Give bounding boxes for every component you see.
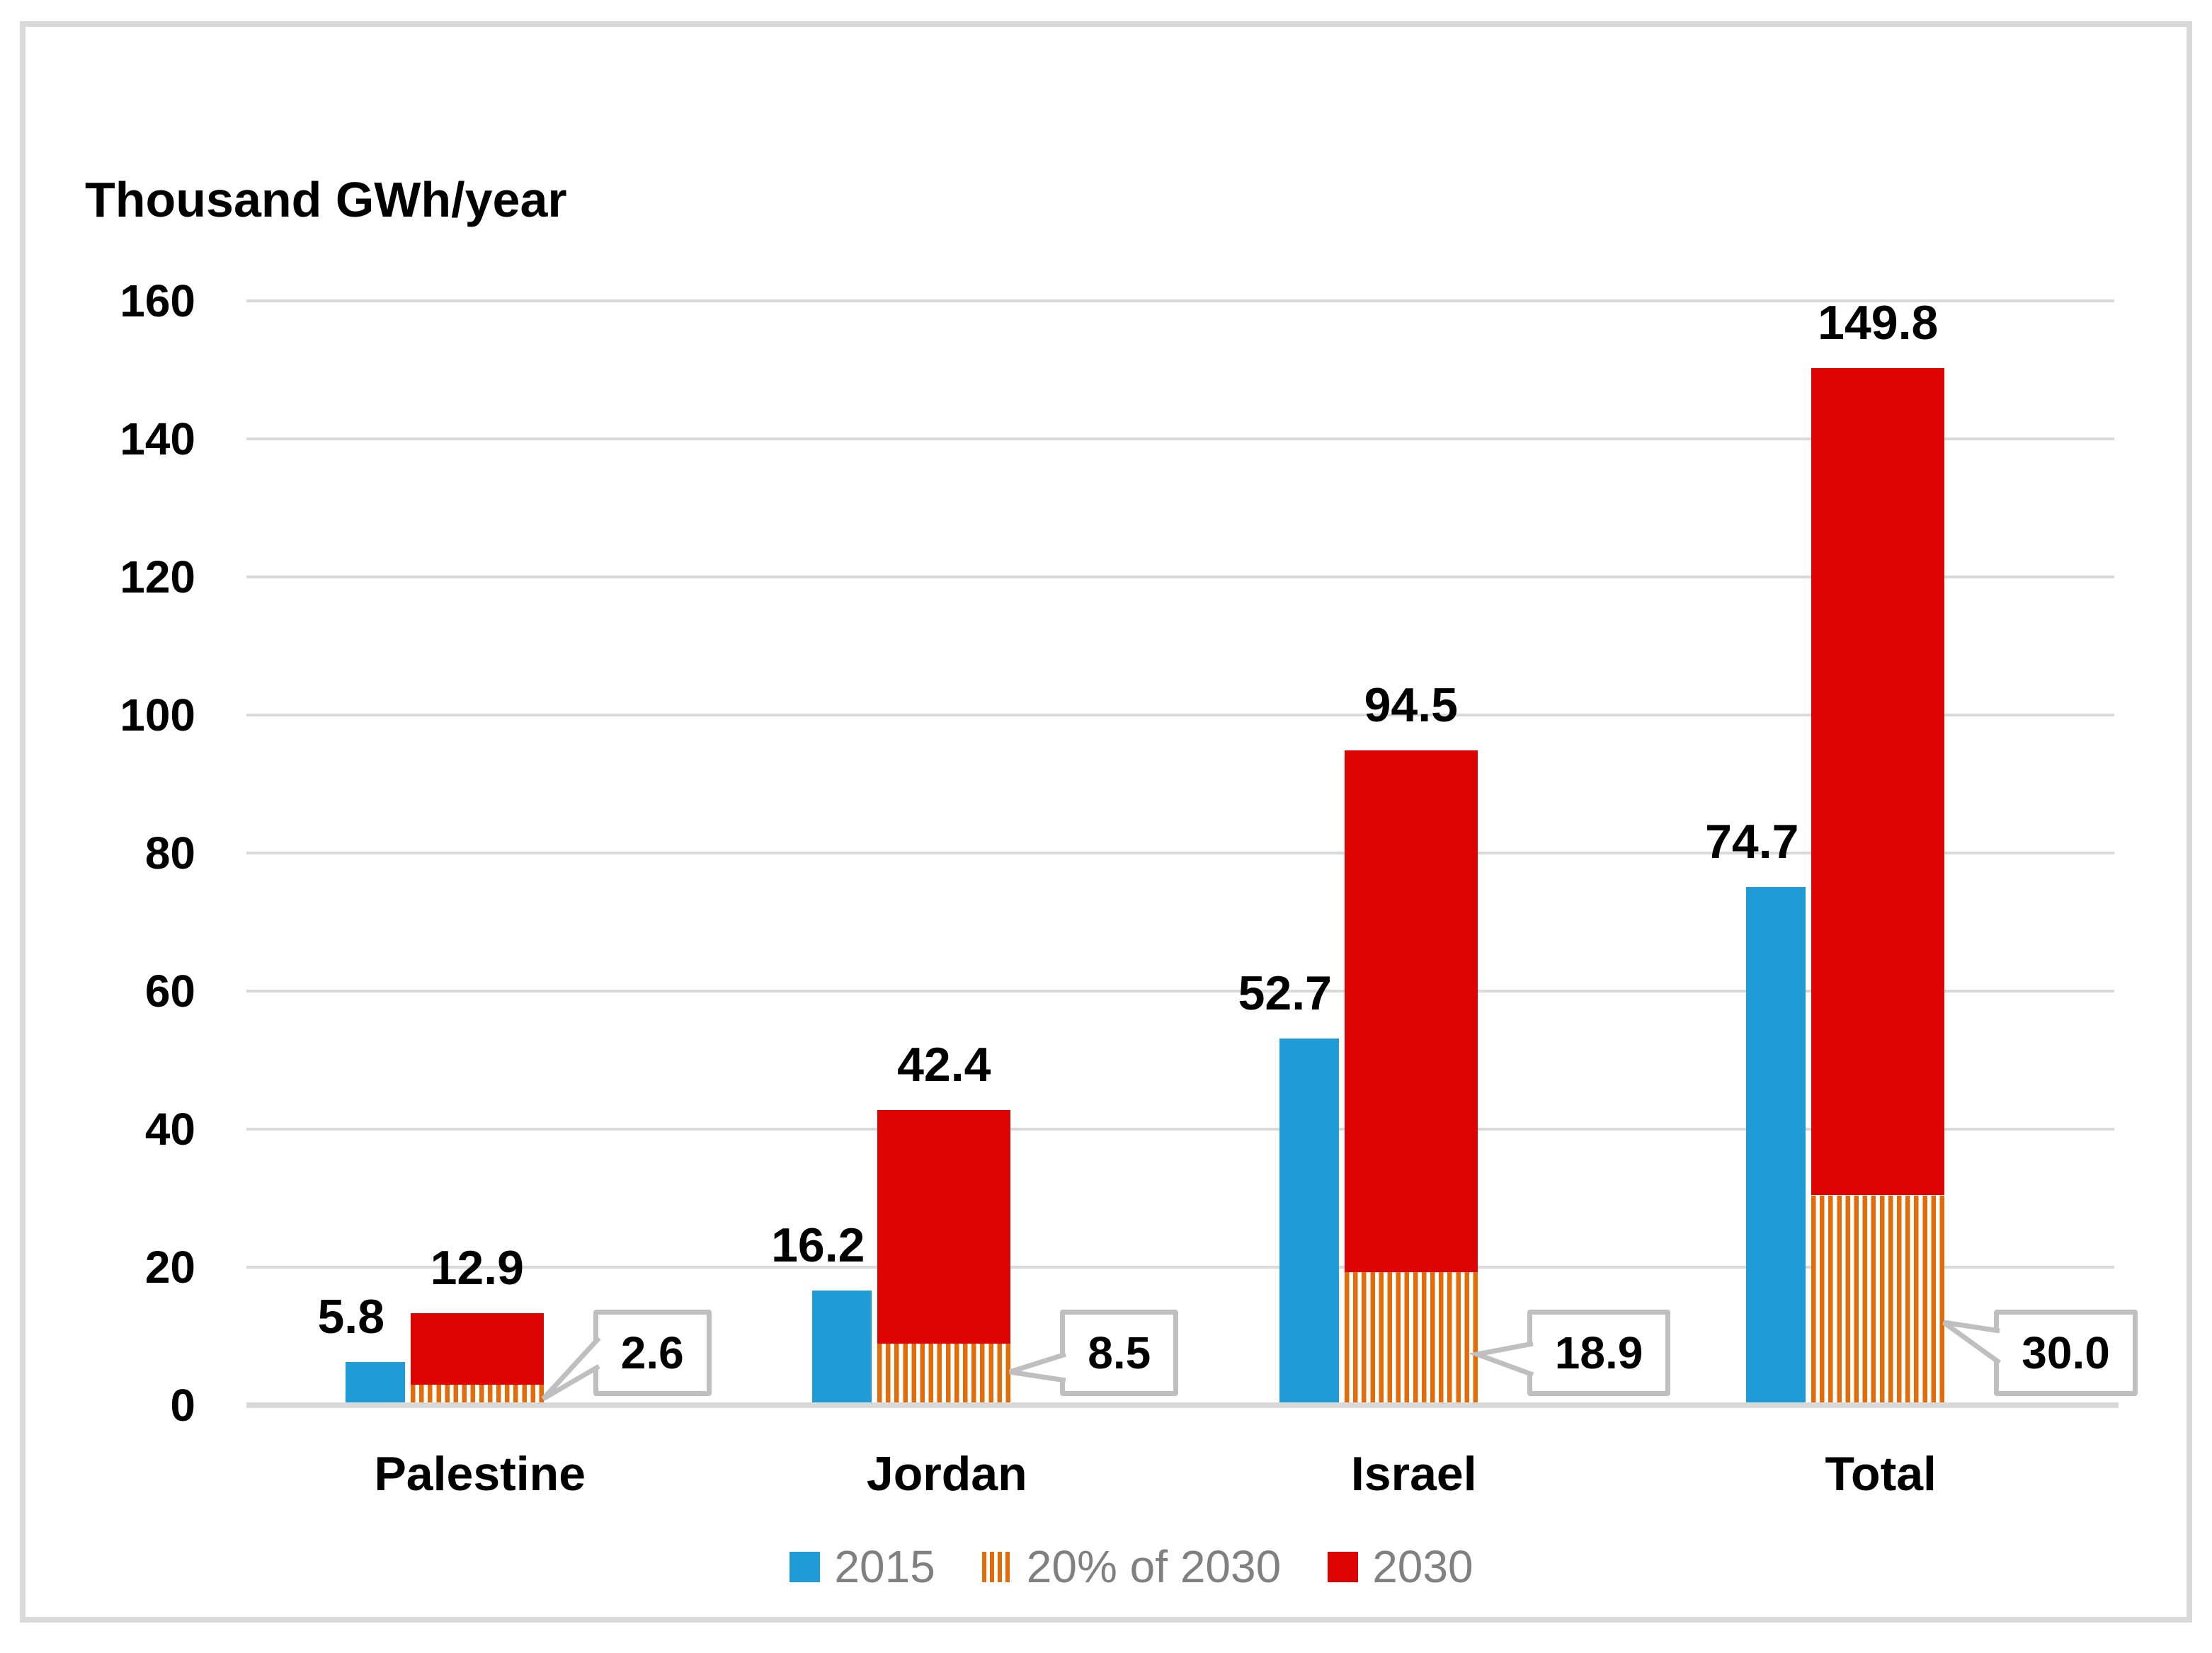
callout-pointer — [1009, 1351, 1067, 1383]
bar-2015 — [345, 1362, 405, 1402]
data-label-2030: 42.4 — [897, 1037, 991, 1092]
gridline — [246, 1266, 2114, 1269]
plot-area: 160 140 120 100 80 60 40 20 0 5.8 12.9 2.6 Palestine… — [25, 27, 2212, 1653]
x-axis-category-label: Jordan — [866, 1447, 1027, 1501]
x-axis-category-label: Total — [1825, 1447, 1937, 1501]
bar-2030-segment — [410, 1313, 544, 1385]
legend: 2015 20% of 2030 2030 — [51, 1542, 2212, 1591]
legend-item: 20% of 2030 — [981, 1541, 1282, 1592]
y-axis-tick-label: 100 — [120, 690, 195, 740]
gridline — [246, 299, 2114, 302]
y-axis-tick-label: 140 — [120, 413, 195, 464]
y-axis-tick-label: 160 — [120, 275, 195, 326]
bar-20pct-segment — [410, 1384, 544, 1402]
bar-2030-segment — [1344, 750, 1478, 1272]
callout: 2.6 — [593, 1310, 712, 1396]
x-axis-line — [246, 1402, 2119, 1408]
x-axis-category-label: Israel — [1350, 1447, 1477, 1501]
data-label-2015: 52.7 — [1238, 966, 1332, 1021]
gridline — [246, 990, 2114, 993]
gridline — [246, 576, 2114, 578]
bar-20pct-segment — [1344, 1271, 1478, 1402]
legend-label: 20% of 2030 — [1026, 1541, 1282, 1592]
legend-swatch-20pct-of-2030 — [981, 1551, 1013, 1582]
gridline — [246, 714, 2114, 716]
bar-20pct-segment — [877, 1344, 1011, 1402]
bar-2015 — [812, 1291, 872, 1402]
legend-item: 2030 — [1328, 1542, 1473, 1591]
y-axis-tick-label: 120 — [120, 551, 195, 602]
legend-label: 2015 — [834, 1541, 935, 1592]
chart-frame: Thousand GWh/year 160 140 120 100 80 60 40 20 0 5… — [20, 21, 2192, 1623]
bar-2015 — [1746, 886, 1806, 1402]
y-axis-tick-label: 80 — [144, 828, 195, 879]
y-axis-tick-label: 0 — [170, 1380, 195, 1431]
legend-item: 2015 — [789, 1542, 935, 1591]
data-label-2015: 74.7 — [1705, 814, 1799, 869]
y-axis-tick-label: 20 — [144, 1242, 195, 1293]
data-label-2030: 94.5 — [1364, 677, 1458, 732]
chart-title: Thousand GWh/year — [85, 172, 567, 227]
bar-2030-segment — [877, 1109, 1011, 1344]
data-label-2015: 16.2 — [771, 1218, 865, 1273]
callout-pointer — [1467, 1341, 1534, 1378]
gridline — [246, 1128, 2114, 1131]
bar-2030-segment — [1811, 368, 1945, 1196]
legend-label: 2030 — [1372, 1541, 1473, 1592]
callout-pointer — [541, 1336, 601, 1402]
data-label-2015: 5.8 — [317, 1290, 385, 1344]
bar-20pct-segment — [1811, 1195, 1945, 1402]
gridline — [246, 852, 2114, 854]
callout-pointer — [1942, 1320, 2002, 1365]
legend-swatch-2015 — [789, 1551, 821, 1582]
x-axis-category-label: Palestine — [374, 1447, 586, 1501]
y-axis-tick-label: 40 — [144, 1104, 195, 1155]
data-label-2030: 12.9 — [430, 1241, 524, 1295]
callout: 30.0 — [1994, 1310, 2138, 1396]
bar-2015 — [1279, 1039, 1339, 1402]
data-label-2030: 149.8 — [1818, 296, 1939, 350]
gridline — [246, 437, 2114, 440]
callout: 8.5 — [1060, 1310, 1179, 1396]
y-axis-tick-label: 60 — [144, 966, 195, 1017]
legend-swatch-2030 — [1328, 1551, 1359, 1582]
callout: 18.9 — [1527, 1310, 1671, 1396]
